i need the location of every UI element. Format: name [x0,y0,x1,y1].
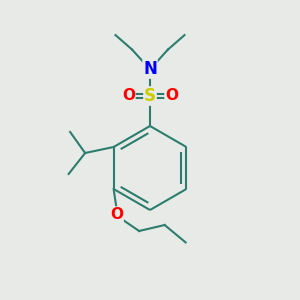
Text: S: S [144,87,156,105]
Text: O: O [110,207,123,222]
Text: O: O [165,88,178,104]
Text: N: N [143,60,157,78]
Text: O: O [122,88,135,104]
